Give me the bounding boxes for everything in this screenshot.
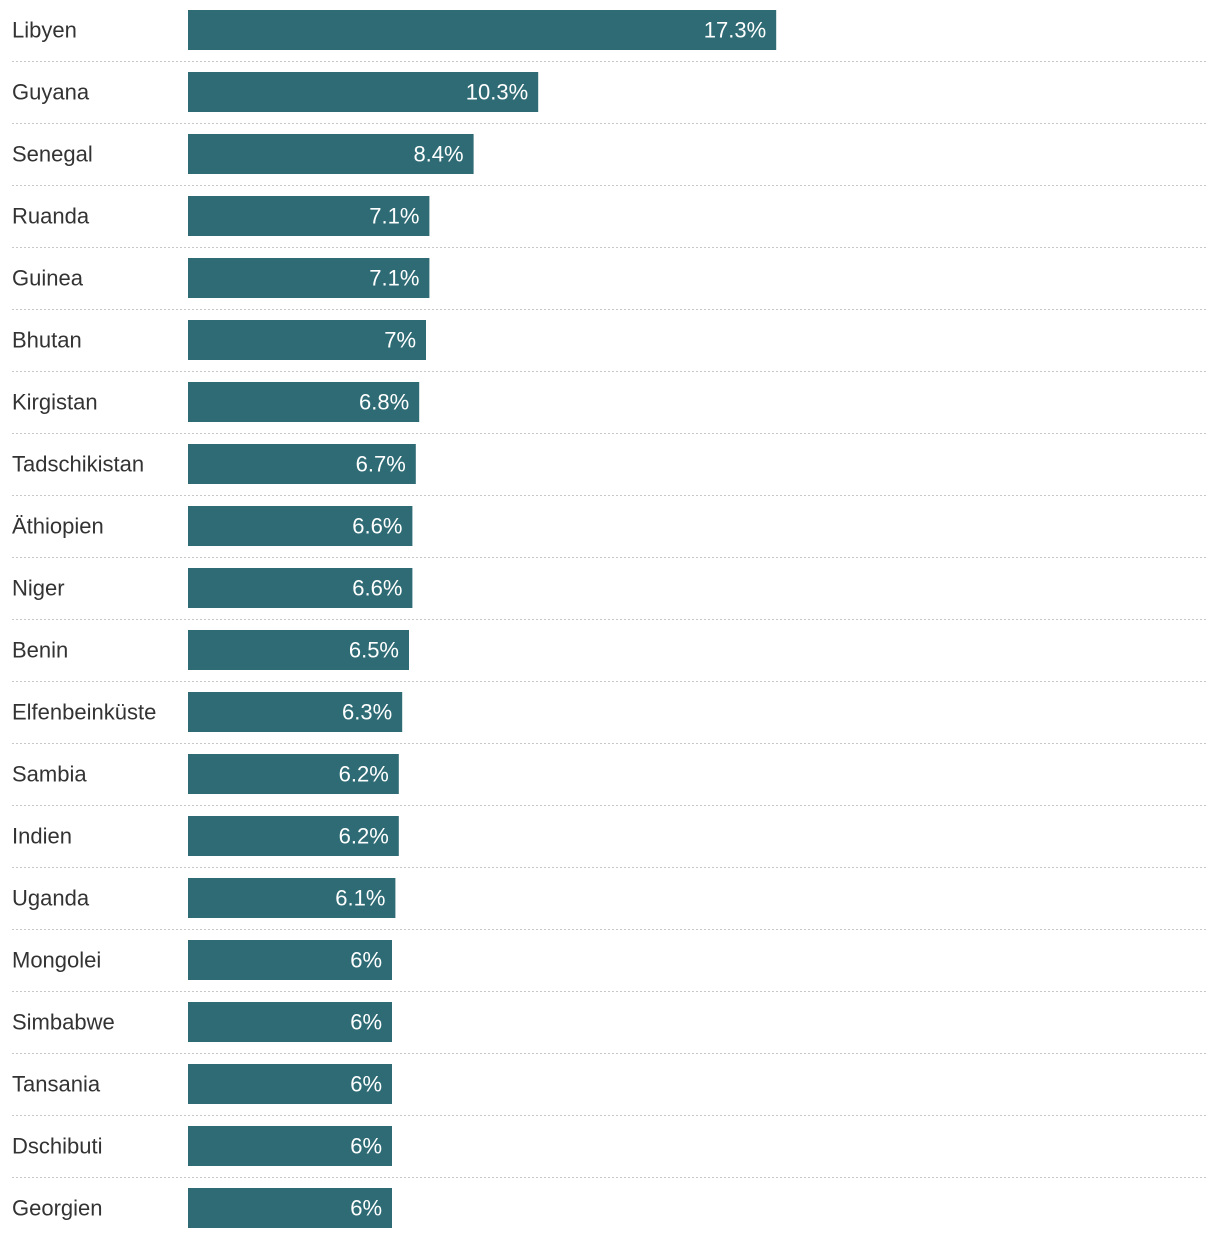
category-label: Elfenbeinküste	[12, 700, 156, 725]
value-label: 6%	[350, 1134, 382, 1159]
category-label: Niger	[12, 576, 65, 601]
category-label: Uganda	[12, 886, 90, 911]
category-label: Sambia	[12, 762, 87, 787]
bar-row: Ruanda 7.1%	[12, 196, 1208, 248]
bar-row: Georgien 6%	[12, 1188, 392, 1228]
bar-row: Äthiopien 6.6%	[12, 506, 1208, 558]
bar-row: Benin 6.5%	[12, 630, 1208, 682]
value-label: 6.1%	[335, 886, 385, 911]
category-label: Bhutan	[12, 328, 82, 353]
bar	[188, 1064, 392, 1104]
bar	[188, 506, 413, 546]
value-label: 6.6%	[352, 576, 402, 601]
bar-row: Libyen 17.3%	[12, 10, 1208, 62]
category-label: Guyana	[12, 80, 90, 105]
value-label: 10.3%	[466, 80, 528, 105]
value-label: 6.5%	[349, 638, 399, 663]
bar-row: Dschibuti 6%	[12, 1126, 1208, 1178]
category-label: Ruanda	[12, 204, 90, 229]
bar	[188, 382, 420, 422]
bar-row: Guyana 10.3%	[12, 72, 1208, 124]
bar-row: Tadschikistan 6.7%	[12, 444, 1208, 496]
category-label: Guinea	[12, 266, 84, 291]
bar-row: Indien 6.2%	[12, 816, 1208, 868]
bar-row: Mongolei 6%	[12, 940, 1208, 992]
bar	[188, 134, 474, 174]
bar	[188, 1002, 392, 1042]
value-label: 6.2%	[339, 762, 389, 787]
bar-row: Kirgistan 6.8%	[12, 382, 1208, 434]
value-label: 7.1%	[369, 204, 419, 229]
bar	[188, 1188, 392, 1228]
category-label: Kirgistan	[12, 390, 98, 415]
category-label: Benin	[12, 638, 68, 663]
bar	[188, 940, 392, 980]
category-label: Libyen	[12, 18, 77, 43]
category-label: Georgien	[12, 1196, 103, 1221]
bar-row: Senegal 8.4%	[12, 134, 1208, 186]
bar	[188, 692, 403, 732]
bar-row: Bhutan 7%	[12, 320, 1208, 372]
bar-row: Guinea 7.1%	[12, 258, 1208, 310]
value-label: 6.7%	[356, 452, 406, 477]
category-label: Tansania	[12, 1072, 101, 1097]
value-label: 6.3%	[342, 700, 392, 725]
bar	[188, 10, 777, 50]
bar	[188, 258, 430, 298]
bar	[188, 754, 399, 794]
value-label: 6%	[350, 1196, 382, 1221]
bar	[188, 196, 430, 236]
category-label: Dschibuti	[12, 1134, 102, 1159]
bar	[188, 320, 426, 360]
bar-row: Simbabwe 6%	[12, 1002, 1208, 1054]
category-label: Mongolei	[12, 948, 101, 973]
category-label: Äthiopien	[12, 514, 104, 539]
value-label: 7.1%	[369, 266, 419, 291]
bar	[188, 816, 399, 856]
value-label: 6.6%	[352, 514, 402, 539]
value-label: 6%	[350, 1010, 382, 1035]
bar-row: Sambia 6.2%	[12, 754, 1208, 806]
value-label: 7%	[384, 328, 416, 353]
value-label: 6.2%	[339, 824, 389, 849]
bar	[188, 72, 539, 112]
value-label: 17.3%	[704, 18, 766, 43]
bar	[188, 568, 413, 608]
bar-row: Elfenbeinküste 6.3%	[12, 692, 1208, 744]
bar-row: Niger 6.6%	[12, 568, 1208, 620]
bar-row: Tansania 6%	[12, 1064, 1208, 1116]
chart-rows: Libyen 17.3% Guyana 10.3% Senegal 8.4% Ruanda 7…	[12, 10, 1208, 1228]
category-label: Indien	[12, 824, 72, 849]
value-label: 8.4%	[413, 142, 463, 167]
category-label: Senegal	[12, 142, 93, 167]
bar	[188, 1126, 392, 1166]
category-label: Tadschikistan	[12, 452, 144, 477]
category-label: Simbabwe	[12, 1010, 115, 1035]
bar	[188, 630, 409, 670]
value-label: 6%	[350, 948, 382, 973]
bar	[188, 878, 396, 918]
bar-row: Uganda 6.1%	[12, 878, 1208, 930]
bar	[188, 444, 416, 484]
value-label: 6%	[350, 1072, 382, 1097]
value-label: 6.8%	[359, 390, 409, 415]
